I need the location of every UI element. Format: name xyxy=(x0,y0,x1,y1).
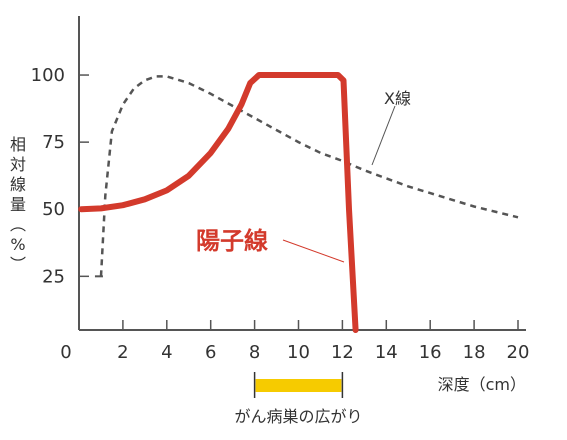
series-layer xyxy=(78,72,519,333)
proton-label: 陽子線 xyxy=(196,227,268,255)
y-tick-label: 50 xyxy=(42,199,65,220)
x-tick-label: 16 xyxy=(419,342,442,363)
x-tick-label: 14 xyxy=(375,342,398,363)
y-tick-label: 25 xyxy=(42,266,65,287)
x-axis-title: 深度（cm） xyxy=(438,375,526,394)
x-tick-label: 12 xyxy=(331,342,354,363)
xray-dose-curve xyxy=(99,75,519,277)
x-tick-label: 0 xyxy=(60,342,71,363)
x-tick-label: 18 xyxy=(463,342,486,363)
tumor-range-label: がん病巣の広がり xyxy=(234,407,362,426)
xray-label: X線 xyxy=(384,89,411,108)
x-tick-label: 20 xyxy=(507,342,530,363)
x-axis-ticks: 0 2 4 6 8 10 12 14 16 18 20 xyxy=(60,320,529,363)
x-tick-label: 10 xyxy=(287,342,310,363)
x-tick-label: 4 xyxy=(161,342,172,363)
y-axis-ticks: 25 50 75 100 xyxy=(31,65,89,287)
x-tick-label: 8 xyxy=(249,342,260,363)
xray-label-leader xyxy=(371,105,396,166)
y-tick-label: 100 xyxy=(31,65,65,86)
y-tick-label: 75 xyxy=(42,132,65,153)
x-tick-label: 2 xyxy=(117,342,128,363)
y-axis-title: 相対線量︵% ︶ xyxy=(10,135,26,274)
tumor-range-bar xyxy=(255,379,342,392)
tumor-range-indicator: がん病巣の広がり xyxy=(234,372,363,426)
proton-label-leader xyxy=(282,239,345,263)
x-tick-label: 6 xyxy=(205,342,216,363)
proton-dose-curve xyxy=(78,72,359,333)
